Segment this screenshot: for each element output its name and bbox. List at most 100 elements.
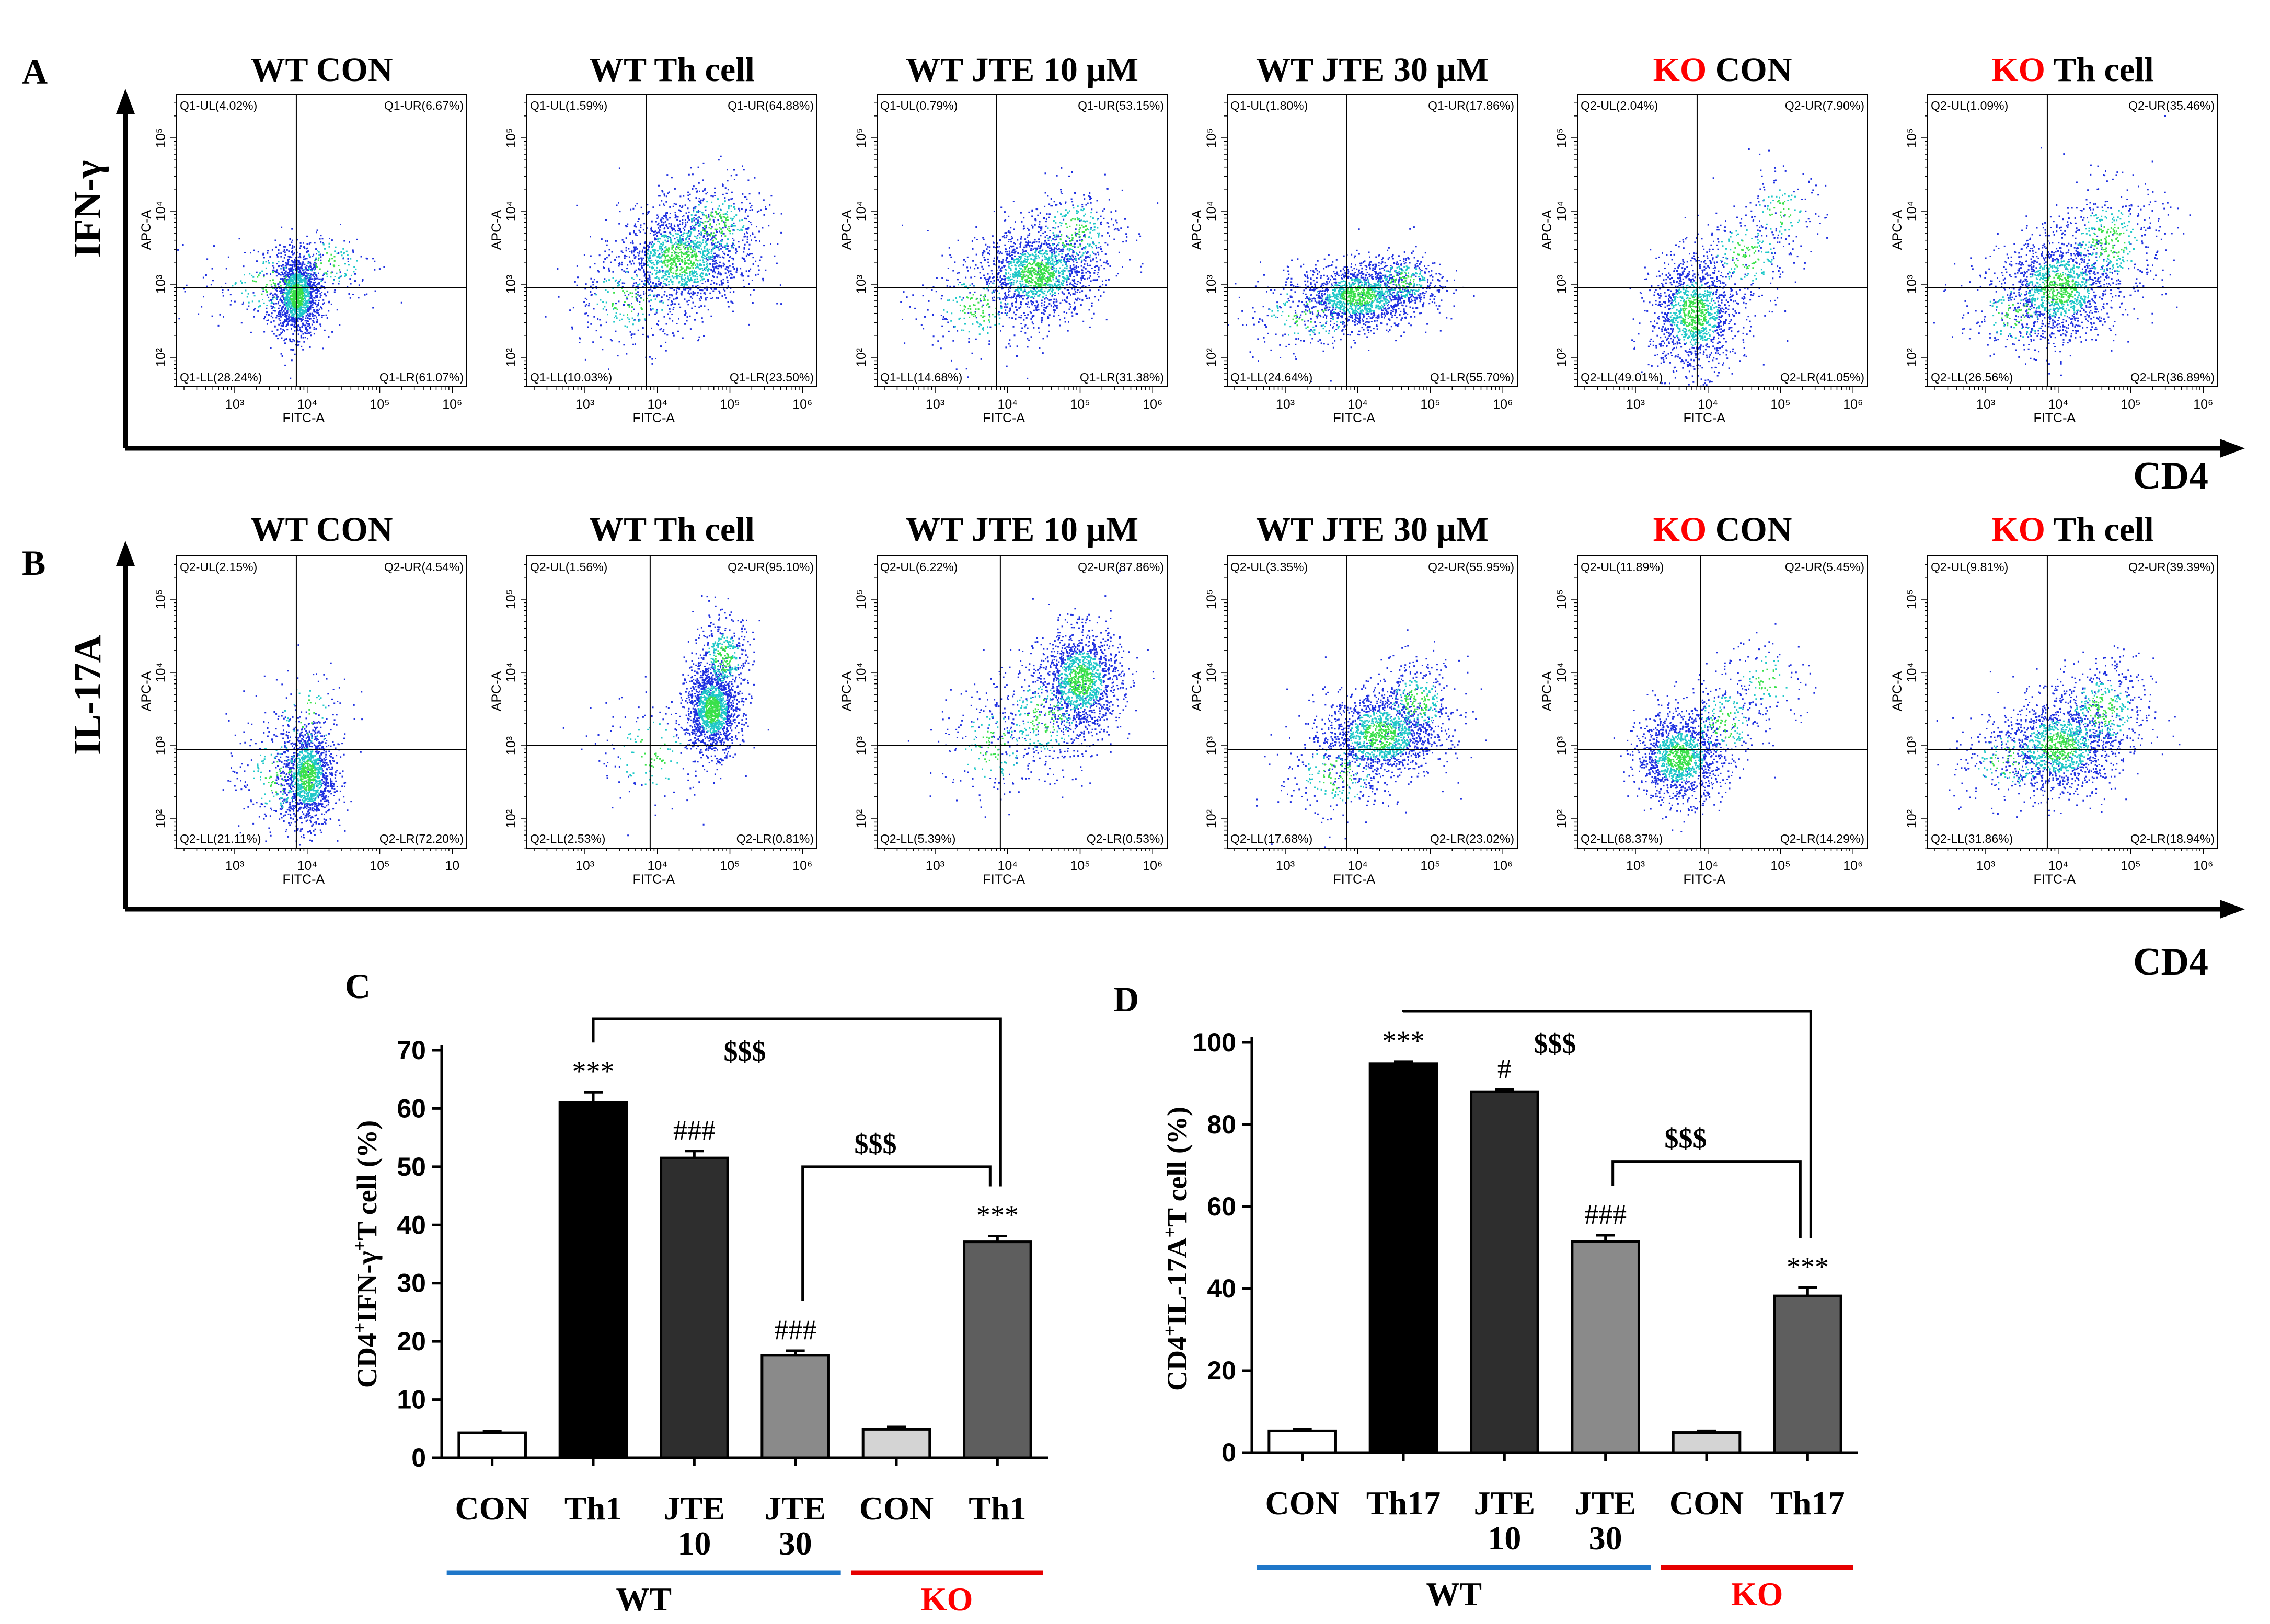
x-tick-label: 10⁴ bbox=[297, 397, 317, 412]
bar-4 bbox=[760, 1354, 830, 1459]
bar-6 bbox=[963, 1240, 1032, 1459]
x-tick-label: 10⁶ bbox=[1493, 397, 1513, 412]
flow-plot-title: WT JTE 10 μM bbox=[906, 511, 1138, 549]
quadrant-label-ur: Q2-UR(35.46%) bbox=[2128, 99, 2215, 112]
flow-dots-low-density bbox=[907, 570, 1155, 818]
y-tick-label: 10³ bbox=[1905, 736, 1919, 755]
comparison-bracket-inner bbox=[801, 1165, 992, 1301]
quadrant-label-lr: Q2-LR(0.53%) bbox=[1087, 832, 1164, 845]
quadrant-label-lr: Q2-LR(18.94%) bbox=[2130, 832, 2215, 845]
y-label-part: CD4 bbox=[1161, 1336, 1193, 1391]
y-label-part: + bbox=[349, 1323, 370, 1333]
y-tick-label: 10³ bbox=[154, 736, 168, 755]
x-tick-label: 10⁵ bbox=[2121, 859, 2140, 873]
flow-plot-title: KO Th cell bbox=[1991, 511, 2153, 549]
quadrant-label-ll: Q2-LL(31.86%) bbox=[1931, 832, 2013, 845]
flow-dots bbox=[1931, 645, 2181, 818]
flow-plot-title: KO CON bbox=[1653, 51, 1792, 89]
quadrant-label-ur: Q2-UR(39.39%) bbox=[2128, 560, 2215, 574]
y-tick-label: 10⁵ bbox=[854, 128, 869, 148]
bracket-label-outer: $$$ bbox=[724, 1036, 766, 1067]
y-tick-label: 10² bbox=[154, 809, 168, 828]
flow-plot-a-1: WT CON Q1-UL(4.02%) Q1-UR(6.67%) Q1-LL(28.2… bbox=[139, 51, 467, 425]
significance-mark: *** bbox=[1787, 1251, 1829, 1282]
quadrant-label-ur: Q1-UR(53.15%) bbox=[1078, 99, 1164, 112]
category-label: JTE bbox=[664, 1490, 725, 1527]
x-tick-label: 10⁴ bbox=[1347, 859, 1368, 873]
flow-dots-mid-density bbox=[1989, 210, 2138, 339]
y-tick-label: 10³ bbox=[504, 736, 518, 755]
x-tick-label: 10⁵ bbox=[720, 859, 740, 873]
y-tick-label: 10² bbox=[854, 809, 869, 828]
x-tick-label: 10⁵ bbox=[1420, 397, 1440, 412]
quadrant-label-ul: Q2-UL(9.81%) bbox=[1931, 560, 2008, 574]
quadrant-label-ul: Q1-UL(0.79%) bbox=[880, 99, 958, 112]
x-tick-label: 10³ bbox=[1626, 859, 1645, 873]
quadrant-label-ll: Q2-LL(26.56%) bbox=[1931, 370, 2013, 384]
quadrant-label-ll: Q1-LL(10.03%) bbox=[530, 370, 612, 384]
x-tick-label: 10⁴ bbox=[1698, 859, 1718, 873]
flow-plot-title: WT CON bbox=[250, 51, 393, 89]
flow-plots-layer: WT CON Q1-UL(4.02%) Q1-UR(6.67%) Q1-LL(28.2… bbox=[139, 51, 2218, 887]
flow-dots-low-density bbox=[222, 644, 363, 846]
flow-plot-b-4: WT JTE 30 μM Q2-UL(3.35%) Q2-UR(55.95%) Q2-… bbox=[1190, 511, 1518, 887]
flow-plot-b-6: KO Th cell Q2-UL(9.81%) Q2-UR(39.39%) Q2-LL… bbox=[1890, 511, 2218, 887]
quadrant-label-ul: Q2-UL(6.22%) bbox=[880, 560, 958, 574]
y-tick-label: 10⁴ bbox=[854, 663, 869, 683]
flow-x-axis-label: FITC-A bbox=[1333, 411, 1376, 425]
x-tick-label: 10⁵ bbox=[370, 859, 389, 873]
y-tick-label: 10⁵ bbox=[1554, 128, 1569, 148]
flow-x-axis-label: FITC-A bbox=[1684, 872, 1726, 887]
flow-y-axis-label: APC-A bbox=[839, 210, 854, 250]
quadrant-label-lr: Q1-LR(55.70%) bbox=[1430, 370, 1514, 384]
x-tick-label: 10⁶ bbox=[1143, 397, 1162, 412]
flow-y-axis-label: APC-A bbox=[489, 210, 504, 250]
y-tick-label: 10⁴ bbox=[1905, 201, 1919, 222]
y-tick-label: 10³ bbox=[1204, 275, 1219, 294]
y-tick-label: 10³ bbox=[1905, 275, 1919, 294]
quadrant-label-ul: Q1-UL(1.59%) bbox=[530, 99, 607, 112]
y-tick-label: 10⁴ bbox=[504, 663, 518, 683]
flow-plot-title-prefix: KO bbox=[1991, 51, 2045, 89]
quadrant-label-ur: Q2-UR(87.86%) bbox=[1078, 560, 1164, 574]
category-label: Th1 bbox=[564, 1490, 622, 1527]
y-label-part: + bbox=[1159, 1325, 1180, 1336]
flow-plot-b-2: WT Th cell Q2-UL(1.56%) Q2-UR(95.10%) Q2-LL… bbox=[489, 511, 817, 887]
bar-y-tick-label: 40 bbox=[397, 1210, 426, 1239]
group-label-wt: WT bbox=[1426, 1575, 1482, 1613]
flow-dots bbox=[1227, 226, 1475, 382]
x-tick-label: 10⁶ bbox=[1143, 859, 1162, 873]
flow-plot-a-5: KO CON Q2-UL(2.04%) Q2-UR(7.90%) Q2-LL(49.0… bbox=[1540, 51, 1868, 425]
flow-plot-title: WT Th cell bbox=[589, 51, 755, 89]
category-label: CON bbox=[859, 1490, 934, 1527]
flow-dots-high-density bbox=[1667, 668, 1777, 771]
flow-dots-low-density bbox=[562, 595, 769, 837]
flow-y-axis-label: APC-A bbox=[1540, 671, 1554, 711]
quadrant-label-ur: Q2-UR(7.90%) bbox=[1785, 99, 1864, 112]
row-a-y-marker: IFN-γ bbox=[66, 160, 109, 258]
x-tick-label: 10⁶ bbox=[792, 397, 812, 412]
quadrant-label-ul: Q2-UL(1.09%) bbox=[1931, 99, 2008, 112]
y-tick-label: 10³ bbox=[1554, 275, 1569, 294]
bar-y-tick-label: 50 bbox=[397, 1152, 426, 1181]
category-label-line2: 30 bbox=[1589, 1519, 1622, 1557]
x-tick-label: 10⁵ bbox=[1070, 859, 1090, 873]
y-tick-label: 10² bbox=[504, 348, 518, 367]
flow-plot-a-6: KO Th cell Q2-UL(1.09%) Q2-UR(35.46%) Q2-LL… bbox=[1890, 51, 2218, 425]
y-tick-label: 10⁵ bbox=[1905, 128, 1919, 148]
y-tick-label: 10³ bbox=[504, 275, 518, 294]
x-tick-label: 10⁴ bbox=[297, 859, 317, 873]
flow-x-axis-label: FITC-A bbox=[2034, 872, 2076, 887]
x-tick-label: 10³ bbox=[225, 859, 244, 873]
bar-y-tick-label: 80 bbox=[1207, 1110, 1236, 1139]
quadrant-label-lr: Q1-LR(31.38%) bbox=[1080, 370, 1164, 384]
bar-y-tick-label: 0 bbox=[411, 1443, 426, 1472]
bar-2 bbox=[1368, 1062, 1438, 1454]
quadrant-label-ul: Q2-UL(11.89%) bbox=[1581, 560, 1664, 574]
bar-y-tick-label: 40 bbox=[1207, 1274, 1236, 1303]
bar-y-tick-label: 0 bbox=[1222, 1438, 1236, 1467]
